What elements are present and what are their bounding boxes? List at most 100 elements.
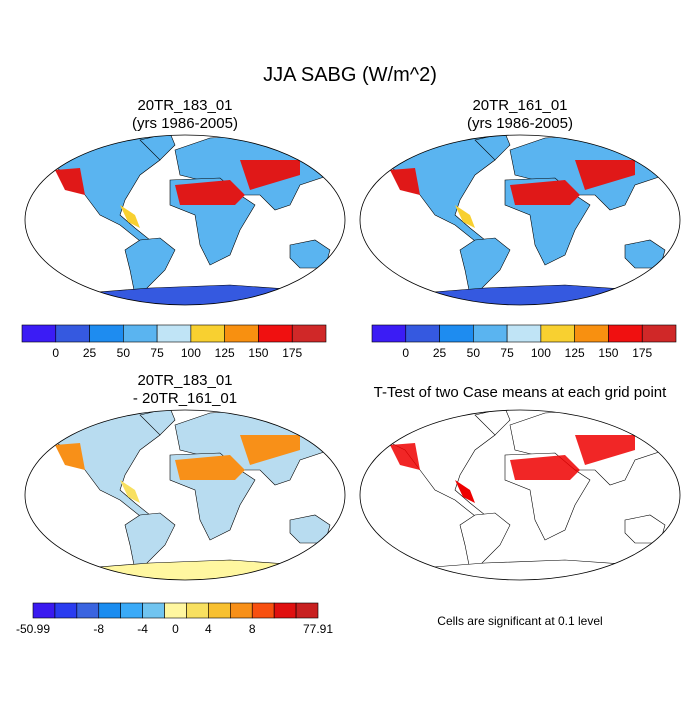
figure-title: JJA SABG (W/m^2) bbox=[263, 64, 437, 86]
antarctica bbox=[364, 559, 676, 580]
colorbar-swatch bbox=[371, 324, 407, 343]
hot-region bbox=[175, 455, 245, 480]
land bbox=[624, 239, 666, 269]
map bbox=[364, 135, 676, 305]
colorbar-swatch bbox=[291, 324, 327, 343]
colorbar-label: 0 bbox=[402, 346, 409, 360]
antarctica bbox=[29, 284, 341, 305]
land bbox=[459, 237, 511, 296]
colorbar-label: 0 bbox=[52, 346, 59, 360]
hot-region bbox=[55, 168, 85, 195]
colorbar-label: 50 bbox=[467, 346, 481, 360]
colorbar-swatch bbox=[186, 602, 209, 619]
colorbar-swatch bbox=[273, 602, 297, 619]
colorbar-swatch bbox=[120, 602, 143, 619]
colorbar: -50.99 -8 -4 0 4 8 77.91 bbox=[16, 602, 333, 636]
colorbar-label: 8 bbox=[249, 622, 256, 636]
panel-title: (yrs 1986-2005) bbox=[467, 115, 573, 132]
map-panel: T-Test of two Case means at each grid po… bbox=[359, 384, 681, 581]
colorbar-label: -50.99 bbox=[16, 622, 50, 636]
colorbar-swatch bbox=[76, 602, 100, 619]
hot-region bbox=[390, 443, 420, 470]
map-panel: 20TR_183_01(yrs 1986-2005) bbox=[24, 97, 346, 306]
hot-region bbox=[55, 443, 85, 470]
colorbar-label: 25 bbox=[83, 346, 97, 360]
colorbar-label: 50 bbox=[117, 346, 131, 360]
colorbar-label: 100 bbox=[181, 346, 201, 360]
colorbar-label: 150 bbox=[598, 346, 618, 360]
colorbar-label: -4 bbox=[137, 622, 148, 636]
colorbar-swatch bbox=[405, 324, 440, 343]
hot-region bbox=[240, 435, 300, 465]
colorbar-swatch bbox=[608, 324, 643, 343]
hot-region bbox=[510, 180, 580, 205]
warm-region bbox=[120, 480, 140, 503]
colorbar-label: 25 bbox=[433, 346, 447, 360]
panel-title: 20TR_183_01 bbox=[137, 372, 232, 389]
panel-title: 20TR_161_01 bbox=[472, 97, 567, 114]
map-panel: 20TR_183_01- 20TR_161_01 bbox=[24, 372, 346, 581]
colorbar-label: 100 bbox=[531, 346, 551, 360]
land bbox=[374, 410, 506, 521]
hot-region bbox=[240, 160, 300, 190]
colorbar-swatch bbox=[54, 602, 78, 619]
colorbar-label: 0 bbox=[172, 622, 179, 636]
colorbar-swatch bbox=[55, 324, 90, 343]
colorbar-swatch bbox=[32, 602, 56, 619]
map bbox=[364, 410, 676, 580]
land bbox=[374, 135, 506, 246]
colorbar-label: 75 bbox=[500, 346, 514, 360]
colorbar-swatch bbox=[540, 324, 575, 343]
land bbox=[289, 239, 331, 269]
hot-region bbox=[390, 168, 420, 195]
colorbar-swatch bbox=[295, 602, 319, 619]
colorbar-swatch bbox=[156, 324, 192, 343]
map-panel: 20TR_161_01(yrs 1986-2005) bbox=[359, 97, 681, 306]
colorbar-swatch bbox=[574, 324, 609, 343]
colorbar-label: 125 bbox=[215, 346, 235, 360]
warm-region bbox=[120, 205, 140, 228]
colorbar: 0 25 50 75 100 125 150 175 bbox=[21, 324, 327, 360]
hot-region bbox=[510, 455, 580, 480]
panel-title: 20TR_183_01 bbox=[137, 97, 232, 114]
colorbar-label: -8 bbox=[93, 622, 104, 636]
map bbox=[29, 410, 341, 580]
hot-region bbox=[575, 435, 635, 465]
map-border bbox=[24, 134, 346, 306]
panel-title: T-Test of two Case means at each grid po… bbox=[374, 384, 667, 401]
colorbar-label: 175 bbox=[282, 346, 302, 360]
significance-note: Cells are significant at 0.1 level bbox=[437, 614, 602, 628]
colorbar-swatch bbox=[21, 324, 57, 343]
colorbar-swatch bbox=[506, 324, 542, 343]
colorbar-label: 125 bbox=[565, 346, 585, 360]
colorbar: 0 25 50 75 100 125 150 175 bbox=[371, 324, 677, 360]
colorbar-swatch bbox=[164, 602, 187, 619]
colorbar-swatch bbox=[473, 324, 508, 343]
colorbar-label: 4 bbox=[205, 622, 212, 636]
colorbar-label: 77.91 bbox=[303, 622, 333, 636]
colorbar-swatch bbox=[89, 324, 124, 343]
colorbar-swatch bbox=[123, 324, 158, 343]
land bbox=[39, 410, 171, 521]
hot-region bbox=[575, 160, 635, 190]
land bbox=[459, 512, 511, 571]
antarctica bbox=[364, 284, 676, 305]
map-border bbox=[359, 134, 681, 306]
map-border bbox=[359, 409, 681, 581]
colorbar-label: 75 bbox=[150, 346, 164, 360]
colorbar-swatch bbox=[98, 602, 121, 619]
colorbar-swatch bbox=[258, 324, 293, 343]
colorbar-swatch bbox=[641, 324, 677, 343]
colorbar-label: 150 bbox=[248, 346, 268, 360]
panel-title: - 20TR_161_01 bbox=[133, 390, 237, 407]
colorbar-swatch bbox=[142, 602, 165, 619]
colorbar-swatch bbox=[208, 602, 231, 619]
map bbox=[29, 135, 341, 305]
land bbox=[289, 514, 331, 544]
antarctica bbox=[29, 559, 341, 580]
hot-region bbox=[175, 180, 245, 205]
colorbar-swatch bbox=[224, 324, 259, 343]
land bbox=[39, 135, 171, 246]
land bbox=[624, 514, 666, 544]
